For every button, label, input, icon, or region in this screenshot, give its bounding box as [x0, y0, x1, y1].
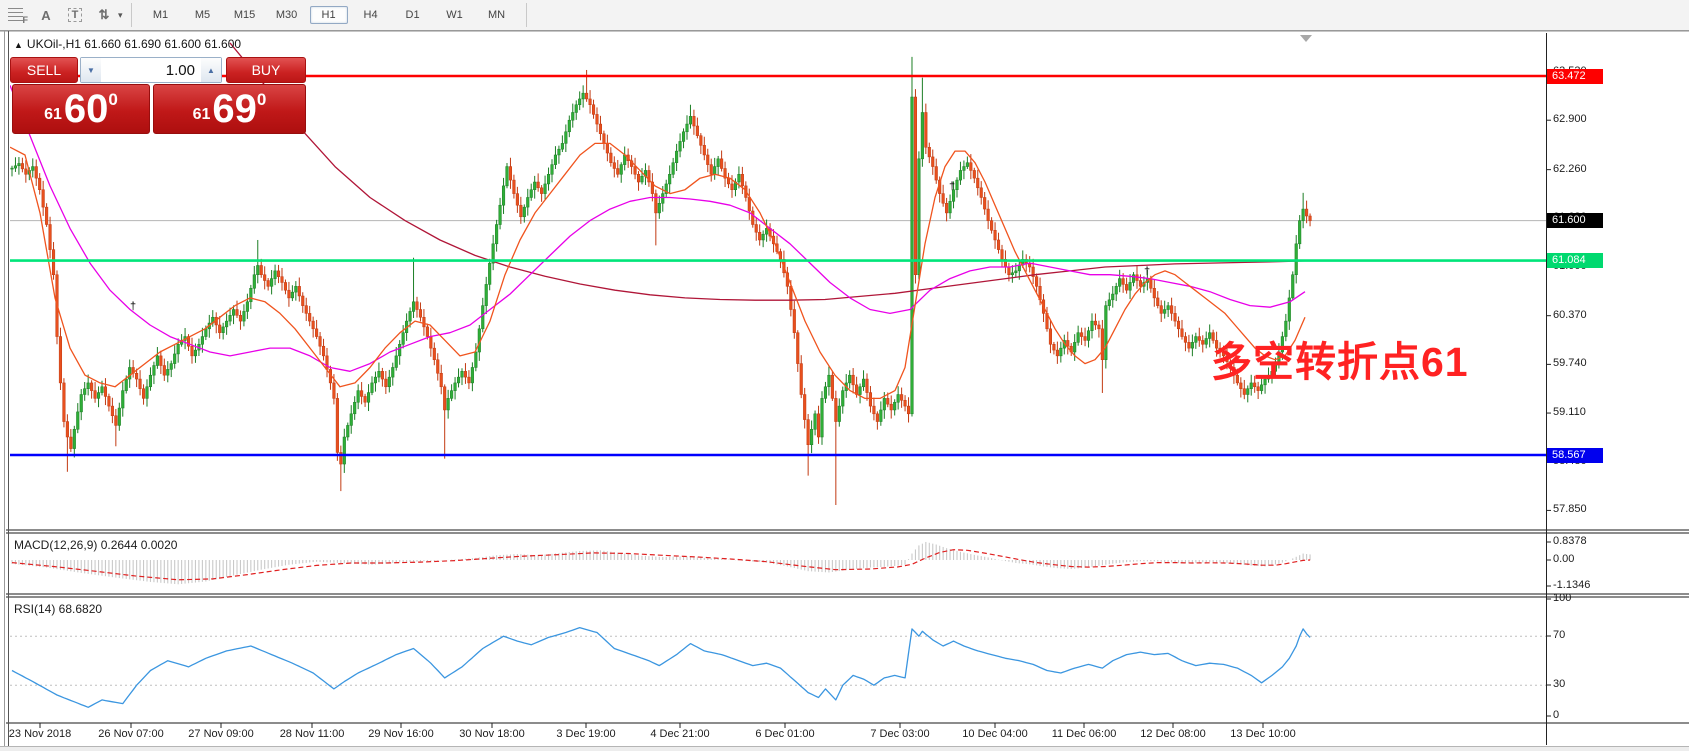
bid-badge: 61.600	[1547, 213, 1603, 229]
y-axis-tick-label: 62.260	[1553, 162, 1587, 175]
rsi-axis-tick-label: 0	[1553, 709, 1560, 721]
tab-timeframe-m1[interactable]: M1	[152, 9, 169, 21]
price-marker: †	[130, 301, 136, 313]
y-axis-tick-label: 57.850	[1553, 503, 1587, 516]
rsi-plot	[10, 626, 1546, 708]
chart-shift-triangle-icon	[1300, 35, 1312, 42]
bid-sup-digit: 0	[108, 90, 118, 109]
bid-price-display[interactable]: 61 60 0	[12, 84, 150, 134]
tab-timeframe-h4[interactable]: H4	[363, 9, 378, 21]
tab-timeframe-m30[interactable]: M30	[275, 9, 298, 21]
x-axis-label: 29 Nov 16:00	[368, 728, 434, 740]
tab-timeframe-mn[interactable]: MN	[487, 9, 506, 21]
price-marker: †	[1144, 266, 1150, 278]
x-axis-label: 7 Dec 03:00	[870, 728, 930, 740]
label-icon[interactable]: T	[63, 4, 87, 26]
toolbar-separator	[130, 3, 132, 27]
toolbar-separator-2	[525, 3, 527, 27]
x-axis-label: 12 Dec 08:00	[1140, 728, 1206, 740]
rsi-axis-tick-label: 100	[1553, 592, 1572, 604]
volume-input[interactable]	[101, 58, 201, 82]
fibonacci-letter: F	[22, 15, 29, 25]
volume-stepper: ▼ ▲	[80, 57, 222, 83]
bid-big-digits: 60	[63, 87, 109, 131]
ask-prefix: 61	[192, 106, 211, 123]
timeframe-row: M1 M5 M15 M30 H1 H4 D1 W1 MN	[140, 6, 518, 24]
y-axis-tick-label: 60.370	[1553, 308, 1587, 321]
price-marker: †	[949, 181, 955, 193]
x-axis-label: 23 Nov 2018	[8, 728, 72, 740]
support-badge: 58.567	[1547, 447, 1603, 463]
tab-timeframe-d1[interactable]: D1	[405, 9, 420, 21]
ask-price-display[interactable]: 61 69 0	[153, 84, 306, 134]
resistance-badge: 63.472	[1547, 68, 1603, 84]
x-axis-label: 11 Dec 06:00	[1051, 728, 1117, 740]
tab-timeframe-w1[interactable]: W1	[446, 9, 463, 21]
toolbar: F A T ⇅ ▾ M1 M5 M15 M30 H1 H4 D1 W1 MN	[0, 0, 1689, 31]
sell-button[interactable]: SELL	[10, 57, 78, 83]
chart-title-text: UKOil-,H1 61.660 61.690 61.600 61.600	[26, 37, 242, 51]
text-icon[interactable]: A	[41, 7, 51, 23]
tab-timeframe-m5[interactable]: M5	[194, 9, 211, 21]
x-axis-label: 3 Dec 19:00	[556, 728, 616, 740]
y-axis-tick-label: 62.900	[1553, 113, 1587, 126]
bid-prefix: 61	[44, 106, 62, 123]
macd-axis-tick-label: -1.1346	[1553, 579, 1591, 591]
volume-increase-button[interactable]: ▲	[201, 58, 221, 82]
pivot-badge: 61.084	[1547, 253, 1603, 269]
fibonacci-icon[interactable]: F	[5, 4, 29, 26]
arrows-icon[interactable]: ⇅	[98, 7, 110, 22]
tab-timeframe-m15[interactable]: M15	[233, 9, 256, 21]
annotation-text: 多空转折点61	[1211, 339, 1469, 385]
buy-button[interactable]: BUY	[226, 57, 306, 83]
macd-label: MACD(12,26,9) 0.2644 0.0020	[14, 538, 178, 552]
main-plot: † † †	[10, 42, 1546, 506]
chart-title: ▲ UKOil-,H1 61.660 61.690 61.600 61.600	[14, 37, 241, 51]
rsi-axis-tick-label: 70	[1553, 629, 1566, 641]
macd-axis-tick-label: 0.00	[1553, 553, 1575, 565]
status-strip	[0, 746, 1689, 751]
fibonacci-lines	[8, 8, 23, 21]
rsi-label: RSI(14) 68.6820	[14, 602, 103, 616]
y-axis-tick-label: 59.740	[1553, 357, 1587, 370]
x-axis-label: 27 Nov 09:00	[188, 728, 254, 740]
y-axis-tick-label: 59.110	[1553, 406, 1586, 419]
x-axis-label: 30 Nov 18:00	[459, 728, 525, 740]
ask-sup-digit: 0	[256, 90, 267, 109]
tab-timeframe-h1[interactable]: H1	[309, 6, 348, 24]
collapse-triangle-icon[interactable]: ▲	[14, 40, 23, 50]
x-axis-label: 13 Dec 10:00	[1230, 728, 1296, 740]
x-axis-label: 4 Dec 21:00	[650, 728, 710, 740]
arrows-dropdown-caret[interactable]: ▾	[118, 9, 123, 20]
x-axis-label: 28 Nov 11:00	[279, 728, 345, 740]
x-axis-label: 10 Dec 04:00	[962, 728, 1028, 740]
rsi-axis-tick-label: 30	[1553, 678, 1566, 690]
macd-plot	[11, 541, 1311, 585]
macd-axis-tick-label: 0.8378	[1553, 535, 1587, 547]
ask-big-digits: 69	[212, 87, 257, 131]
x-axis-label: 6 Dec 01:00	[755, 728, 815, 740]
volume-decrease-button[interactable]: ▼	[81, 58, 101, 82]
trade-panel: SELL ▼ ▲ BUY 61 60 0 61 69 0	[10, 57, 306, 134]
x-axis-label: 26 Nov 07:00	[98, 728, 164, 740]
